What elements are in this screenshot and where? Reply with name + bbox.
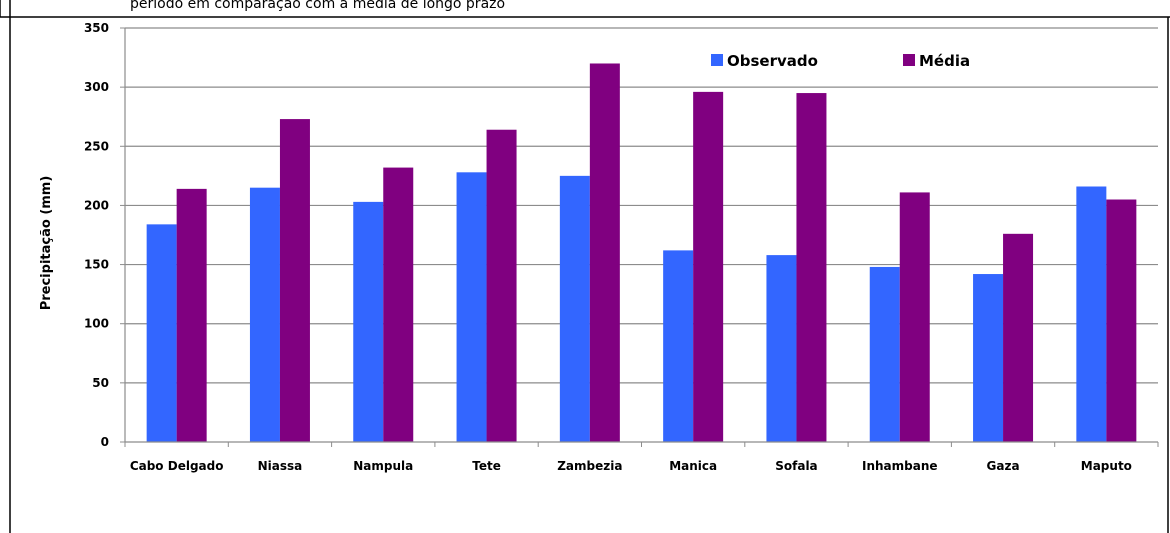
y-tick-label: 350	[84, 21, 109, 35]
x-tick-labels: Cabo Delgado Niassa Nampula Tete Zambezia Man…	[130, 459, 1132, 473]
x-category-label: Sofala	[775, 459, 817, 473]
y-tick-labels: 0 50 100 150 200 250 300 350	[84, 21, 109, 449]
bar-observado	[973, 274, 1004, 442]
bar-média	[589, 63, 620, 442]
x-category-label: Zambezia	[557, 459, 622, 473]
legend: Observado Média	[711, 52, 970, 70]
bar-média	[176, 188, 207, 442]
axes-group	[124, 28, 1159, 447]
bar-observado	[353, 201, 384, 442]
bar-observado	[456, 172, 487, 442]
bar-média	[1106, 199, 1137, 442]
x-category-label: Maputo	[1081, 459, 1132, 473]
y-tick-label: 150	[84, 258, 109, 272]
bar-observado	[766, 255, 797, 442]
y-tick-label: 250	[84, 139, 109, 153]
y-axis-title: Precipitação (mm)	[39, 176, 54, 311]
bar-observado	[146, 224, 177, 442]
bar-observado	[249, 187, 280, 442]
bar-observado	[869, 266, 900, 442]
caption-fragment: período em comparação com a média de lon…	[130, 0, 505, 12]
legend-label-média: Média	[919, 52, 970, 70]
x-category-label: Cabo Delgado	[130, 459, 224, 473]
legend-swatch-média	[903, 54, 915, 66]
x-category-label: Tete	[472, 459, 501, 473]
x-category-label: Gaza	[987, 459, 1020, 473]
x-category-label: Niassa	[258, 459, 303, 473]
x-category-label: Nampula	[353, 459, 413, 473]
bar-média	[693, 91, 724, 443]
legend-label-observado: Observado	[727, 52, 818, 70]
legend-swatch-observado	[711, 54, 723, 66]
bar-média	[383, 167, 414, 442]
bar-observado	[559, 175, 590, 442]
x-category-label: Manica	[669, 459, 717, 473]
bar-média	[899, 192, 930, 442]
bars-group	[146, 63, 1137, 443]
bar-observado	[1076, 186, 1107, 442]
y-tick-label: 50	[92, 376, 109, 390]
y-tick-label: 100	[84, 317, 109, 331]
y-tick-label: 200	[84, 198, 109, 212]
bar-média	[796, 93, 827, 443]
y-tick-label: 0	[101, 435, 109, 449]
x-category-label: Inhambane	[862, 459, 938, 473]
bar-observado	[663, 250, 694, 442]
y-tick-label: 300	[84, 80, 109, 94]
bar-média	[1003, 233, 1034, 442]
bar-média	[486, 129, 517, 442]
bar-média	[279, 119, 310, 442]
